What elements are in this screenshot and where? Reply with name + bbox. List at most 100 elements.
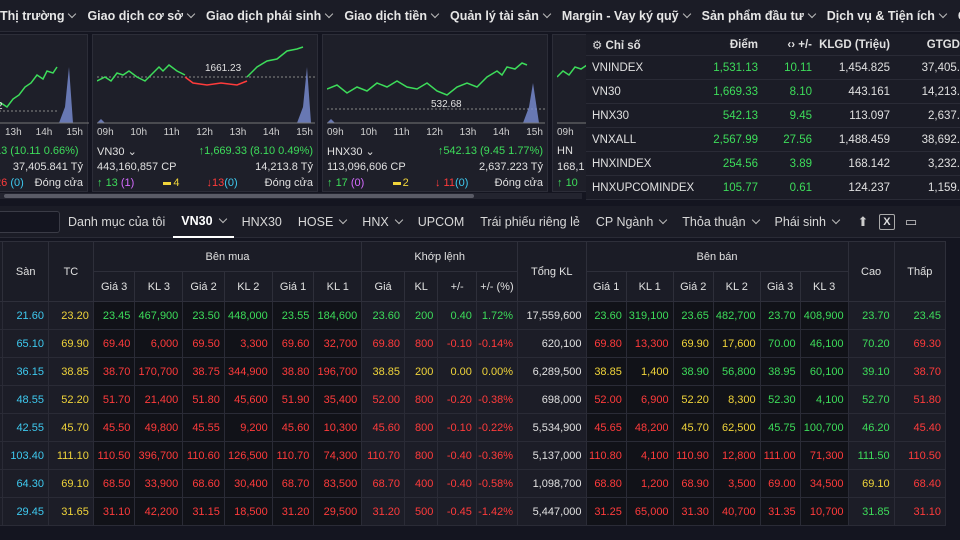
hnx30-name-dropdown[interactable]: HNX30 ⌄ bbox=[327, 145, 375, 158]
header-high[interactable]: Cao bbox=[847, 241, 895, 302]
gear-icon[interactable]: ⚙ bbox=[592, 39, 603, 52]
table-cell: -0.58% bbox=[475, 469, 519, 498]
table-cell: 38.80 bbox=[271, 357, 315, 386]
chart-card-hnx[interactable]: 09h HN 168,1 ↑ 10 bbox=[552, 34, 592, 192]
table-row[interactable]: 21.60 23.20 23.45 467,900 23.50 448,000 23.55 1… bbox=[0, 301, 947, 330]
subheader-sell[interactable]: KL 1 bbox=[625, 271, 674, 302]
tick-label: 14h bbox=[262, 127, 280, 138]
nav-item[interactable]: Thị trường bbox=[0, 9, 81, 23]
tab-item[interactable]: Danh mục của tôi bbox=[60, 215, 173, 229]
table-row[interactable]: 103.40 111.10 110.50 396,700 110.60 126,500 11… bbox=[0, 441, 947, 470]
table-cell: 200 bbox=[403, 357, 439, 386]
chevron-down-icon bbox=[807, 9, 816, 19]
table-row[interactable]: 42.55 45.70 45.50 49,800 45.55 9,200 45.60 10,3… bbox=[0, 413, 947, 442]
index-row[interactable]: HNXUPCOMINDEX 105.77 0.61 124.237 1,159. bbox=[586, 176, 960, 200]
nav-item[interactable]: Giao dịch tiền bbox=[338, 9, 444, 23]
table-row[interactable]: 48.55 52.20 51.70 21,400 51.80 45,600 51.90 35,… bbox=[0, 385, 947, 414]
table-cell: 110.50 bbox=[893, 441, 947, 470]
table-cell: 46.20 bbox=[847, 413, 895, 442]
subheader-buy[interactable]: KL 1 bbox=[313, 271, 363, 302]
nav-item[interactable]: Dịch vụ & Tiện ích bbox=[821, 9, 952, 23]
vnindex-down-count: 26 bbox=[0, 177, 8, 189]
table-row[interactable]: 36.15 38.85 38.70 170,700 38.75 344,900 38.80 1… bbox=[0, 357, 947, 386]
tab-item[interactable]: HNX bbox=[354, 215, 409, 229]
index-row[interactable]: HNXINDEX 254.56 3.89 168.142 3,232. bbox=[586, 152, 960, 176]
hnx30-volume: 113,096,606 CP bbox=[327, 161, 406, 173]
index-cell: 9.45 bbox=[789, 109, 812, 122]
table-cell: 38.95 bbox=[759, 357, 801, 386]
nav-item[interactable]: Quản lý tài sản bbox=[444, 9, 556, 23]
table-cell: 69.90 bbox=[47, 329, 94, 358]
index-row[interactable]: VNXALL 2,567.99 27.56 1,488.459 38,692. bbox=[586, 128, 960, 152]
header-low[interactable]: Thấp bbox=[893, 241, 947, 302]
table-cell: 38.85 bbox=[585, 357, 627, 386]
table-cell: 17,600 bbox=[712, 329, 761, 358]
index-row[interactable]: VNINDEX 1,531.13 10.11 1,454.825 37,405. bbox=[586, 56, 960, 80]
subheader-match[interactable]: +/- (%) bbox=[475, 271, 519, 302]
chart-card-hnx30[interactable]: 532.68 09h 10h 11h 12h 13h 14h 15h HNX30… bbox=[322, 34, 548, 192]
table-cell: 68.90 bbox=[672, 469, 714, 498]
subheader-sell[interactable]: KL 3 bbox=[799, 271, 849, 302]
nav-item[interactable]: Giao dịch phái sinh bbox=[200, 9, 338, 23]
table-cell: 68.70 bbox=[361, 469, 405, 498]
header-tc[interactable]: TC bbox=[47, 241, 94, 302]
subheader-buy[interactable]: KL 3 bbox=[134, 271, 184, 302]
subheader-match[interactable]: +/- bbox=[437, 271, 477, 302]
subheader-buy[interactable]: KL 2 bbox=[223, 271, 273, 302]
index-row[interactable]: HNX30 542.13 9.45 113.097 2,637. bbox=[586, 104, 960, 128]
tab-item[interactable]: Trái phiếu riêng lẻ bbox=[472, 215, 588, 229]
nav-item[interactable]: Giao dịch cơ sở bbox=[81, 9, 200, 23]
table-row[interactable]: 29.45 31.65 31.10 42,200 31.15 18,500 31.20 29,… bbox=[0, 497, 947, 526]
nav-item[interactable]: Giao diện của tôi bbox=[952, 9, 960, 23]
vn30-name-dropdown[interactable]: VN30 ⌄ bbox=[97, 145, 137, 158]
tab-item[interactable]: UPCOM bbox=[410, 215, 473, 229]
chevron-down-icon bbox=[186, 9, 196, 19]
nav-item[interactable]: Margin - Vay ký quỹ bbox=[556, 9, 696, 23]
chevron-down-icon bbox=[394, 215, 403, 225]
charts-scrollbar[interactable] bbox=[0, 193, 582, 199]
index-cell: 27.56 bbox=[783, 133, 812, 146]
index-cell: HNXINDEX bbox=[592, 157, 652, 170]
table-row[interactable]: 65.10 69.90 69.40 6,000 69.50 3,300 69.60 32,70… bbox=[0, 329, 947, 358]
table-cell: 52.00 bbox=[361, 385, 405, 414]
table-cell: 21.60 bbox=[2, 301, 49, 330]
subheader-buy[interactable]: Giá 1 bbox=[271, 271, 315, 302]
header-san[interactable]: Sàn bbox=[2, 241, 49, 302]
table-cell: 23.65 bbox=[672, 301, 714, 330]
chart-card-vnindex[interactable]: 2 13h 14h 15h 13 (10.11 0.66%) 37,405.84… bbox=[0, 34, 89, 192]
scrollbar-thumb[interactable] bbox=[4, 194, 474, 198]
subheader-sell[interactable]: Giá 1 bbox=[585, 271, 627, 302]
symbol-search-input[interactable] bbox=[0, 210, 60, 233]
table-cell: 23.45 bbox=[893, 301, 947, 330]
subheader-buy[interactable]: Giá 3 bbox=[92, 271, 136, 302]
nav-item[interactable]: Sản phẩm đầu tư bbox=[696, 9, 821, 23]
table-row[interactable]: 64.30 69.10 68.50 33,900 68.60 30,400 68.70 83,… bbox=[0, 469, 947, 498]
index-cell: 37,405. bbox=[921, 61, 960, 74]
subheader-sell[interactable]: KL 2 bbox=[712, 271, 761, 302]
chart-card-vn30[interactable]: 1661.23 09h 10h 11h 12h 13h 14h 15h VN30… bbox=[92, 34, 318, 192]
subheader-sell[interactable]: Giá 3 bbox=[759, 271, 801, 302]
tab-item[interactable]: HNX30 bbox=[234, 215, 290, 229]
subheader-match[interactable]: KL bbox=[403, 271, 439, 302]
tab-item[interactable]: Thỏa thuận bbox=[674, 215, 766, 229]
layout-icon[interactable]: ▭ bbox=[904, 213, 918, 229]
excel-icon[interactable]: X bbox=[878, 213, 895, 230]
tab-item[interactable]: VN30 bbox=[173, 206, 234, 238]
subheader-buy[interactable]: Giá 2 bbox=[182, 271, 225, 302]
tab-item[interactable]: CP Ngành bbox=[588, 215, 674, 229]
index-cell: 168.142 bbox=[848, 157, 890, 170]
index-row[interactable]: VN30 1,669.33 8.10 443.161 14,213. bbox=[586, 80, 960, 104]
sort-icon[interactable]: ‹› bbox=[787, 38, 796, 51]
tab-item[interactable]: Phái sinh bbox=[767, 215, 847, 229]
nav-item-label: Giao dịch phái sinh bbox=[206, 8, 322, 23]
subheader-match[interactable]: Giá bbox=[361, 271, 405, 302]
tick-label: 13h bbox=[459, 127, 477, 138]
subheader-sell[interactable]: Giá 2 bbox=[672, 271, 714, 302]
table-cell: 800 bbox=[403, 441, 439, 470]
tab-item[interactable]: HOSE bbox=[290, 215, 354, 229]
table-cell: 40,700 bbox=[712, 497, 761, 526]
chevron-down-icon bbox=[68, 9, 77, 19]
table-cell: 110.60 bbox=[182, 441, 225, 470]
arrow-up-icon[interactable]: ⬆ bbox=[857, 213, 869, 229]
header-total-volume[interactable]: Tổng KL bbox=[517, 241, 587, 302]
